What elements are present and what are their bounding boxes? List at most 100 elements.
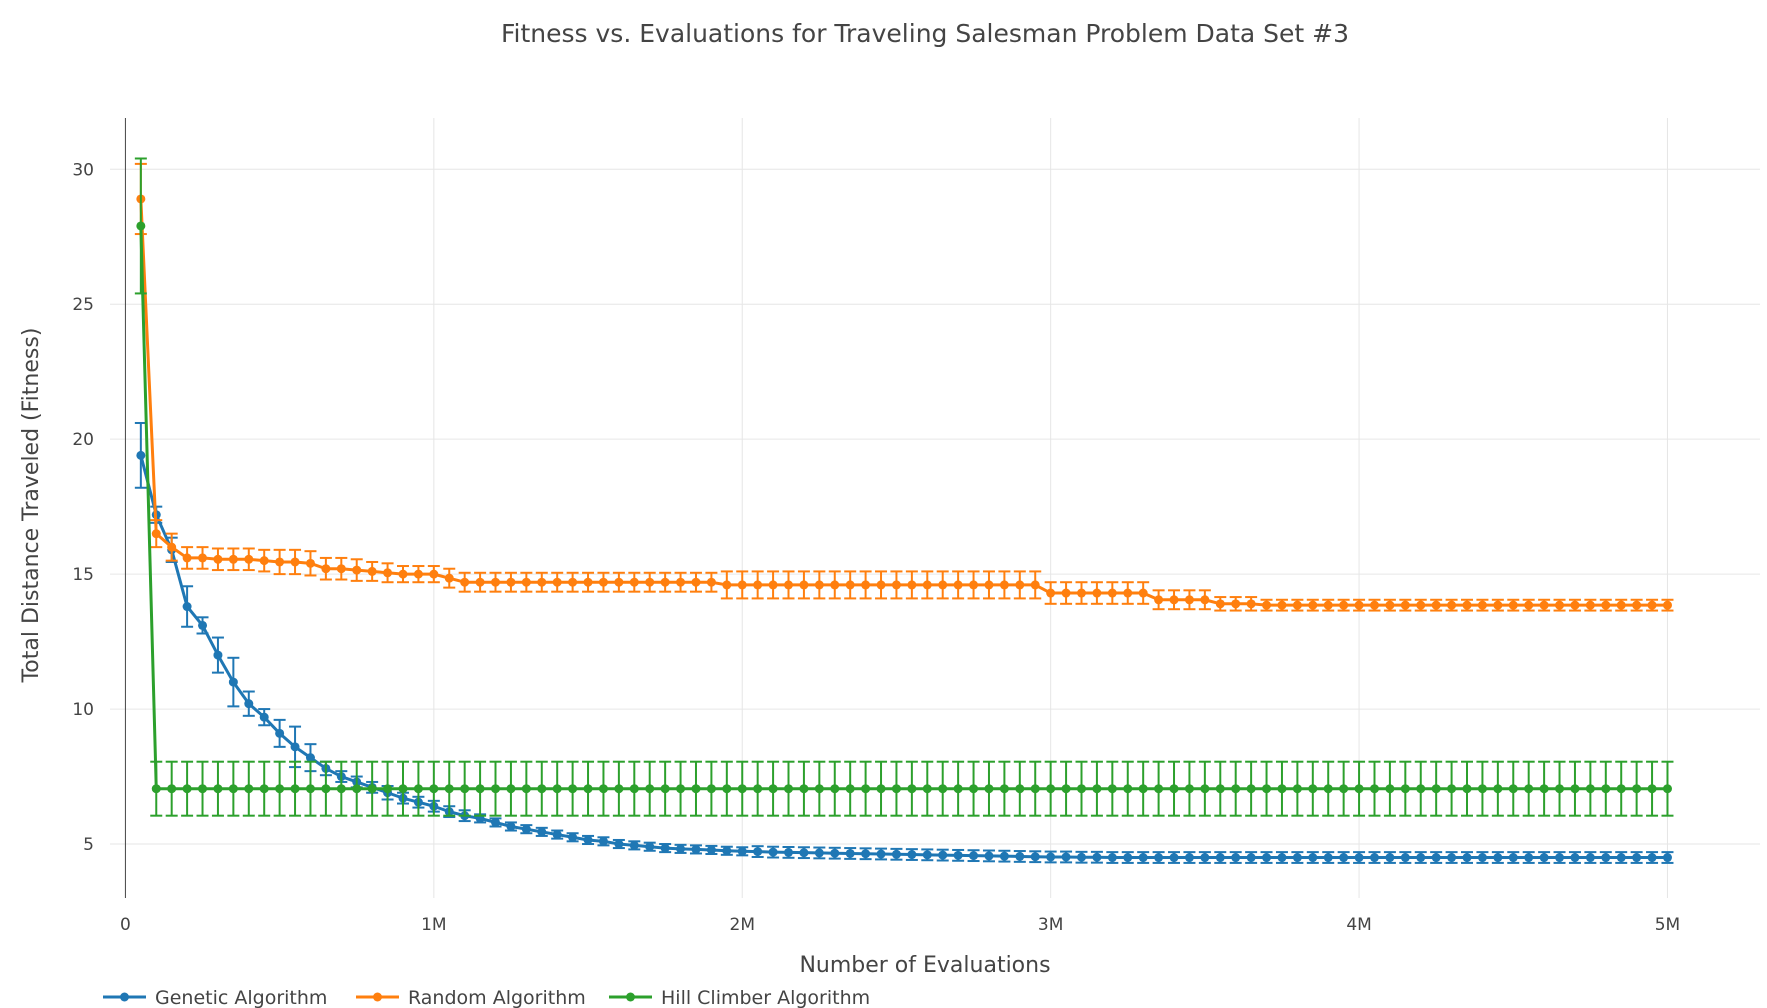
data-point — [799, 784, 809, 794]
data-point — [799, 848, 809, 858]
data-point — [352, 565, 362, 575]
data-point — [552, 784, 562, 794]
data-point — [598, 577, 608, 587]
data-point — [845, 848, 855, 858]
data-point — [768, 784, 778, 794]
data-point — [1570, 600, 1580, 610]
data-point — [321, 564, 331, 574]
data-point — [598, 784, 608, 794]
data-point — [629, 840, 639, 850]
data-point — [891, 849, 901, 859]
data-point — [999, 784, 1009, 794]
data-point — [1061, 588, 1071, 598]
data-point — [691, 577, 701, 587]
data-point — [1262, 784, 1272, 794]
series-line — [139, 454, 1668, 860]
x-tick-label: 1M — [421, 915, 446, 935]
data-point — [1231, 784, 1241, 794]
data-point — [259, 784, 269, 794]
y-axis-ticks: 5 10 15 20 25 30 — [72, 160, 94, 855]
data-point — [136, 221, 146, 231]
data-point — [861, 580, 871, 590]
data-point — [367, 784, 377, 794]
data-point — [907, 580, 917, 590]
data-point — [275, 784, 285, 794]
data-point — [1200, 784, 1210, 794]
data-point — [1123, 588, 1133, 598]
data-point — [1092, 784, 1102, 794]
data-point — [228, 554, 238, 564]
data-point — [1262, 600, 1272, 610]
data-point — [1477, 784, 1487, 794]
data-point — [706, 845, 716, 855]
x-axis-title: Number of Evaluations — [799, 953, 1050, 978]
x-tick-label: 3M — [1038, 915, 1063, 935]
data-point — [938, 784, 948, 794]
series-line — [139, 225, 1668, 791]
data-point — [876, 849, 886, 859]
data-point — [1585, 784, 1595, 794]
data-point — [1076, 784, 1086, 794]
x-tick-label: 4M — [1346, 915, 1371, 935]
data-point — [830, 784, 840, 794]
data-point — [1339, 853, 1349, 863]
data-point — [583, 835, 593, 845]
data-point — [1431, 853, 1441, 863]
data-point — [182, 553, 192, 563]
data-point — [1354, 600, 1364, 610]
data-point — [1030, 580, 1040, 590]
data-point — [1447, 853, 1457, 863]
data-point — [275, 557, 285, 567]
data-point — [1200, 595, 1210, 605]
data-point — [799, 580, 809, 590]
data-point — [1369, 784, 1379, 794]
series-3 — [134, 157, 1674, 817]
data-point — [1632, 784, 1642, 794]
data-point — [1215, 784, 1225, 794]
data-point — [198, 620, 208, 630]
data-point — [1462, 600, 1472, 610]
data-point — [213, 650, 223, 660]
data-point — [1046, 784, 1056, 794]
data-point — [506, 577, 516, 587]
legend-marker — [120, 992, 129, 1002]
data-point — [784, 580, 794, 590]
data-point — [861, 849, 871, 859]
legend-marker — [373, 992, 382, 1002]
data-point — [1246, 853, 1256, 863]
data-point — [645, 577, 655, 587]
data-point — [1308, 853, 1318, 863]
data-point — [922, 784, 932, 794]
data-point — [1154, 595, 1164, 605]
data-point — [814, 580, 824, 590]
data-point — [598, 836, 608, 846]
data-point — [1154, 853, 1164, 863]
data-point — [568, 832, 578, 842]
data-point — [922, 850, 932, 860]
series-1 — [134, 421, 1674, 864]
y-tick-label: 30 — [72, 160, 94, 180]
data-point — [1400, 853, 1410, 863]
data-point — [691, 844, 701, 854]
y-tick-label: 25 — [72, 295, 94, 315]
data-point — [1616, 853, 1626, 863]
data-point — [521, 577, 531, 587]
data-point — [1601, 784, 1611, 794]
data-point — [784, 784, 794, 794]
data-point — [1555, 853, 1565, 863]
data-point — [1524, 784, 1534, 794]
data-point — [1662, 784, 1672, 794]
data-point — [1015, 851, 1025, 861]
data-point — [1416, 784, 1426, 794]
data-point — [1647, 784, 1657, 794]
data-point — [784, 847, 794, 857]
legend-item-1: Genetic Algorithm — [103, 987, 327, 1008]
data-point — [722, 846, 732, 856]
data-point — [1555, 784, 1565, 794]
data-point — [460, 577, 470, 587]
data-point — [213, 554, 223, 564]
x-axis-ticks: 0 1M 2M 3M 4M 5M — [120, 915, 1680, 935]
data-point — [383, 784, 393, 794]
data-point — [1169, 595, 1179, 605]
data-point — [198, 784, 208, 794]
